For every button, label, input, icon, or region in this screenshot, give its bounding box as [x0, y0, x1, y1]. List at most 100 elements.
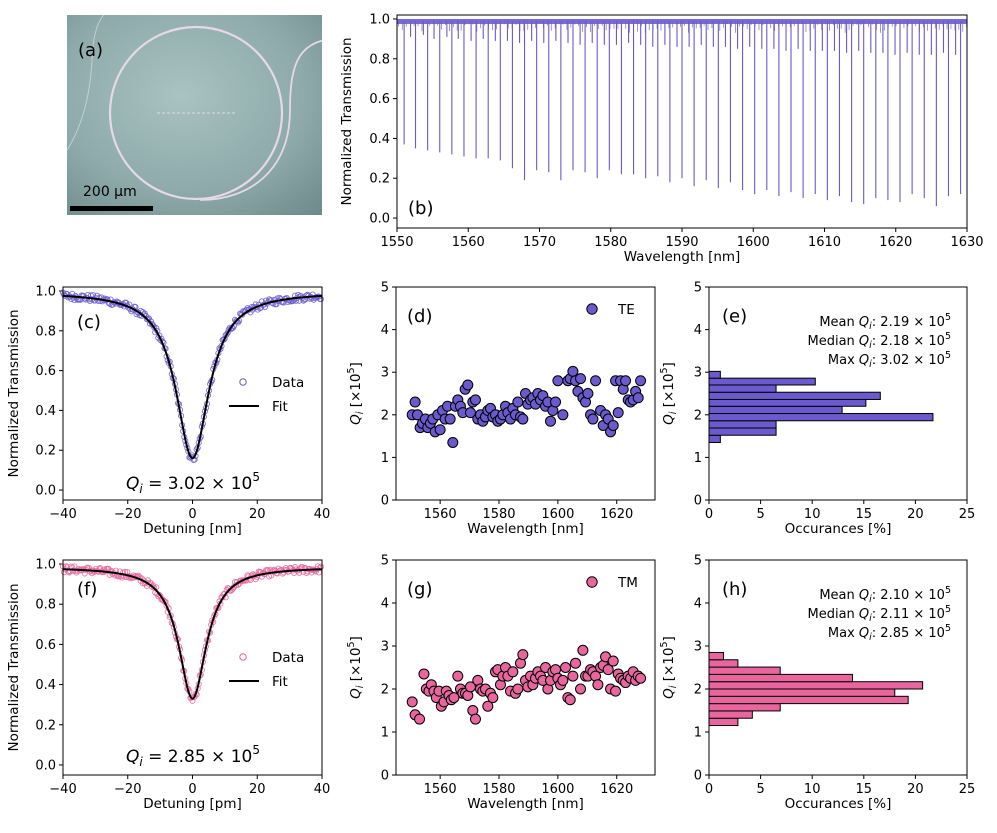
ylabel-close: ] — [348, 362, 364, 367]
ylabel-close: ] — [661, 362, 677, 367]
scalebar — [70, 206, 153, 211]
y-tick-label: 5 — [694, 281, 702, 296]
axes-frame — [395, 559, 656, 776]
histogram-bar — [708, 651, 724, 661]
q-data-point — [552, 375, 564, 387]
x-tick-label: 1600 — [737, 235, 770, 250]
data-point — [91, 569, 98, 576]
stat-q: Q — [859, 353, 869, 368]
stat-exp: 5 — [945, 604, 951, 615]
histogram-bar — [708, 695, 909, 705]
q-data-point — [444, 413, 456, 425]
legend-marker — [586, 576, 598, 588]
y-tick-label: 3 — [694, 640, 702, 655]
x-axis-label: Wavelength [nm] — [467, 796, 584, 812]
y-tick-label: 1 — [381, 451, 389, 466]
stat-line: Median Qi: 2.18 × 105 — [807, 331, 951, 351]
q-data-point — [560, 662, 572, 673]
stat-q: Q — [859, 334, 869, 349]
ylabel-sub: i — [355, 685, 366, 688]
y-tick-label: 4 — [694, 323, 702, 338]
panel-label: (e) — [722, 306, 747, 327]
q-data-point — [612, 407, 624, 419]
annot-q: Q — [126, 747, 139, 767]
q-data-point — [590, 375, 602, 387]
q-data-point — [557, 409, 569, 421]
data-point — [81, 570, 88, 577]
y-axis-label: Qi [×105] — [346, 362, 366, 425]
y-tick-label: 0.8 — [35, 324, 56, 339]
x-tick-label: −40 — [49, 507, 76, 522]
y-axis-label: Qi [×105] — [659, 362, 679, 425]
ylabel-sub: i — [668, 685, 679, 688]
y-tick-label: 0.4 — [369, 132, 390, 147]
ring-resonator — [108, 25, 284, 201]
q-data-point — [452, 670, 464, 682]
axes-frame — [396, 14, 968, 229]
y-tick-label: 3 — [381, 366, 389, 381]
q-data-point — [512, 683, 524, 695]
panel-a-micrograph: (a) 200 µm — [67, 15, 322, 215]
panel-d: 1560 1580 1600 1620 0 1 2 3 4 5 Wavelength [nm] Qi … — [346, 281, 656, 537]
x-tick-label: 1610 — [808, 235, 841, 250]
x-tick-label: 1620 — [600, 782, 633, 797]
stat-exp: 5 — [945, 585, 951, 596]
ylabel-q: Q — [348, 414, 364, 425]
x-tick-label: 15 — [856, 782, 873, 797]
y-tick-label: 1.0 — [35, 558, 56, 573]
x-axis-label: Wavelength [nm] — [467, 521, 584, 537]
q-data-point — [570, 657, 582, 669]
histogram-bar — [708, 391, 881, 400]
histogram-bar — [708, 427, 777, 436]
edge-waveguide — [67, 15, 105, 151]
y-tick-label: 2 — [381, 408, 389, 423]
x-tick-label: 1600 — [541, 782, 574, 797]
axes-frame — [395, 286, 656, 501]
q-data-point — [517, 413, 529, 425]
stat-line: Max Qi: 2.85 × 105 — [828, 623, 951, 643]
axes-frame — [62, 286, 323, 501]
y-tick-label: 3 — [694, 366, 702, 381]
y-tick-label: 0.6 — [369, 92, 390, 107]
histogram-bar — [708, 666, 781, 675]
q-data-point — [575, 373, 587, 385]
y-tick-label: 1.0 — [35, 284, 56, 299]
histogram-bar — [708, 398, 867, 407]
q-data-point — [512, 396, 524, 408]
x-tick-label: −40 — [49, 782, 76, 797]
y-tick-label: 2 — [694, 683, 702, 698]
x-tick-label: 1600 — [541, 507, 574, 522]
stat-value: : 2.85 × 10 — [872, 626, 945, 641]
x-tick-label: 10 — [804, 782, 821, 797]
x-axis-label: Detuning [pm] — [143, 796, 242, 812]
y-tick-label: 1 — [694, 726, 702, 741]
y-tick-label: 5 — [694, 554, 702, 569]
q-data-point — [567, 670, 579, 682]
ylabel-q: Q — [661, 688, 677, 699]
annot-exp: 5 — [252, 743, 260, 757]
panel-label: (c) — [77, 312, 101, 333]
y-tick-label: 0 — [694, 769, 702, 784]
x-tick-label: −20 — [114, 782, 141, 797]
q-data-point — [448, 692, 460, 704]
q-data-point — [507, 666, 519, 678]
stat-label: Median — [807, 607, 858, 622]
annot-exp: 5 — [252, 470, 260, 484]
q-data-point — [635, 375, 647, 387]
ylabel-close: ] — [661, 636, 677, 641]
stat-label: Mean — [819, 588, 859, 603]
y-axis-label: Qi [×105] — [346, 636, 366, 699]
panel-label: (b) — [408, 198, 433, 219]
q-data-point — [517, 649, 529, 661]
histogram-bar — [708, 384, 777, 393]
data-point — [157, 593, 164, 600]
x-axis-label: Occurances [%] — [785, 796, 892, 812]
stat-sub: i — [869, 613, 872, 624]
ylabel-exp: 5 — [659, 641, 670, 647]
q-data-point — [487, 692, 499, 704]
y-tick-label: 2 — [694, 408, 702, 423]
ylabel-rest: [×10 — [348, 647, 364, 685]
bus-waveguide — [199, 39, 322, 201]
panel-g: 1560 1580 1600 1620 0 1 2 3 4 5 Wavelength [nm] Qi … — [346, 554, 656, 812]
